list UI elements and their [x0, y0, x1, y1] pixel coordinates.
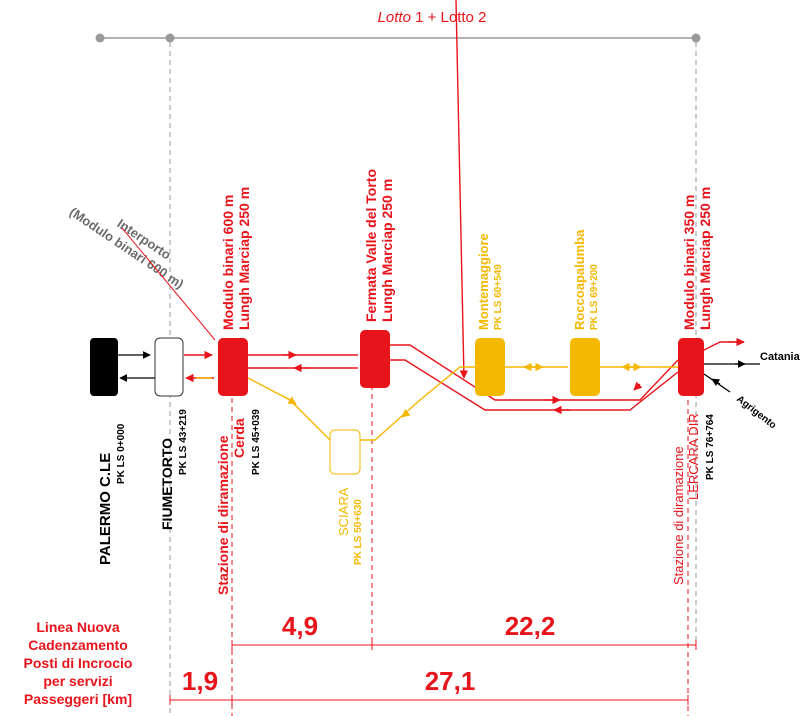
sciara-pk: PK LS 50+630: [353, 499, 364, 565]
svg-text:Posti di Incrocio: Posti di Incrocio: [24, 655, 133, 671]
dimension-lines: [169, 640, 697, 705]
tracks-black: [118, 351, 155, 382]
interporto-label: Interporto (Modulo binari 600 m): [67, 204, 187, 292]
cerda-line2: Cerda: [231, 418, 247, 458]
cerda-top-2: Lungh Marciap 250 m: [236, 187, 252, 330]
palermo-pk: PK LS 0+000: [116, 423, 127, 484]
fiumetorto-pk: PK LS 43+219: [178, 409, 189, 475]
distance-4-9: 4,9: [282, 611, 318, 641]
distance-1-9: 1,9: [182, 666, 218, 696]
lercara-box: [678, 338, 704, 396]
valle-top-2: Lungh Marciap 250 m: [379, 179, 395, 322]
tracks-black-right: [703, 360, 760, 393]
valle-top-1: Fermata Valle del Torto: [363, 169, 379, 322]
agrigento-label: Agrigento: [734, 394, 778, 432]
palermo-name: PALERMO C.LE: [97, 453, 114, 565]
lercara-top-2: Lungh Marciap 250 m: [697, 187, 713, 330]
montemaggiore-box: [475, 338, 505, 396]
cerda-box: [218, 338, 248, 396]
valle-torto-box: [360, 330, 390, 388]
svg-text:Cadenzamento: Cadenzamento: [28, 637, 128, 653]
lercara-top-1: Modulo binari 350 m: [681, 195, 697, 330]
svg-text:per servizi: per servizi: [43, 673, 112, 689]
distance-22-2: 22,2: [505, 611, 556, 641]
roccapalumba-pk: PK LS 69+200: [589, 264, 600, 330]
tracks-red: [184, 0, 745, 415]
lercara-pk: PK LS 76+764: [705, 414, 716, 480]
sciara-name: SCIARA: [336, 487, 351, 536]
distance-27-1: 27,1: [425, 666, 476, 696]
lotto-span: Lotto 1 + Lotto 2: [95, 9, 701, 43]
cerda-pk: PK LS 45+039: [251, 409, 262, 475]
svg-text:Linea Nuova: Linea Nuova: [36, 619, 119, 635]
fiumetorto-name: FIUMETORTO: [159, 438, 175, 530]
palermo-box: [90, 338, 118, 396]
lotto-title: Lotto 1 + Lotto 2: [378, 9, 487, 26]
cerda-line1: Stazione di diramazione: [215, 435, 231, 595]
fiumetorto-box: [154, 337, 184, 397]
tracks-yellow: [196, 362, 678, 441]
cerda-top-1: Modulo binari 600 m: [220, 195, 236, 330]
legend: Linea Nuova Cadenzamento Posti di Incroc…: [24, 619, 133, 707]
montemaggiore-pk: PK LS 60+549: [493, 264, 504, 330]
montemaggiore-name: Montemaggiore: [476, 233, 491, 330]
catania-label: Catania: [760, 351, 801, 363]
roccapalumba-name: Roccoapalumba: [572, 229, 587, 330]
svg-text:Passeggeri [km]: Passeggeri [km]: [24, 691, 132, 707]
sciara-box: [329, 429, 361, 475]
lercara-line2: LERCARA DIR: [686, 413, 701, 500]
roccapalumba-box: [570, 338, 600, 396]
lercara-line1: Stazione di diramazione: [671, 446, 686, 585]
